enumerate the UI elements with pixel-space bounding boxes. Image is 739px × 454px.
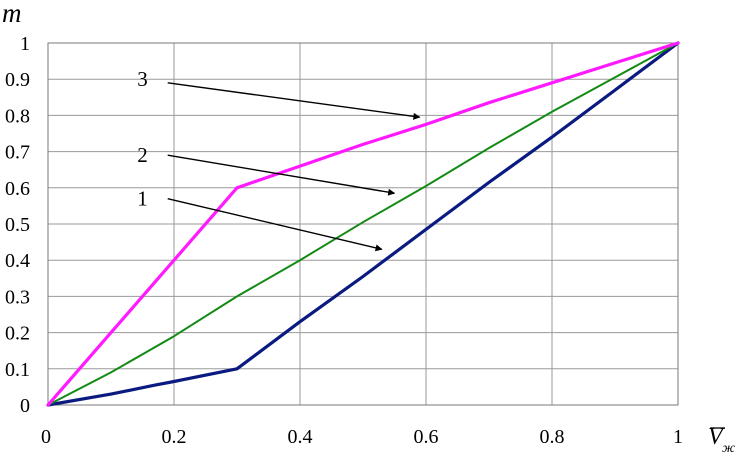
grid (47, 42, 679, 406)
y-tick-label: 0.6 (5, 178, 30, 200)
y-tick-label: 0.4 (5, 250, 30, 272)
series-3-line (46, 41, 680, 407)
y-tick-label: 0.9 (5, 69, 30, 91)
x-axis-label: V (708, 424, 725, 450)
x-tick-label: 0 (41, 426, 51, 448)
x-axis-label-subscript: ж (722, 441, 735, 454)
series-1-line (46, 41, 680, 407)
plot-frame (47, 42, 679, 406)
x-tick-label: 0.6 (414, 426, 439, 448)
callout-label-3: 3 (137, 67, 148, 91)
y-tick-label: 0.7 (5, 142, 30, 164)
tick-layer: 0 0.2 0.4 0.6 0.8 1 0 0.1 0.2 0.3 0.4 0.5 0.6 0.7 0.8 0… (5, 33, 683, 448)
y-axis-label: m (2, 0, 22, 28)
y-tick-label: 0.8 (5, 105, 30, 127)
x-tick-label: 0.4 (288, 426, 313, 448)
series-2-line (47, 42, 679, 406)
x-tick-label: 0.8 (540, 426, 565, 448)
annotation-layer: 3 2 1 (137, 67, 421, 252)
y-tick-label: 1 (20, 33, 30, 55)
callout-arrow-2 (167, 154, 396, 196)
callout-label-1: 1 (137, 187, 148, 211)
y-tick-label: 0.2 (5, 323, 30, 345)
series-layer (46, 41, 680, 407)
x-tick-label: 0.2 (162, 426, 187, 448)
y-tick-label: 0.3 (5, 286, 30, 308)
y-tick-label: 0 (20, 395, 30, 417)
callout-arrow-3 (167, 82, 421, 120)
y-tick-label: 0.1 (5, 359, 30, 381)
callout-label-2: 2 (137, 143, 148, 167)
callout-arrow-1 (167, 197, 383, 252)
x-tick-label: 1 (673, 426, 683, 448)
y-tick-label: 0.5 (5, 214, 30, 236)
